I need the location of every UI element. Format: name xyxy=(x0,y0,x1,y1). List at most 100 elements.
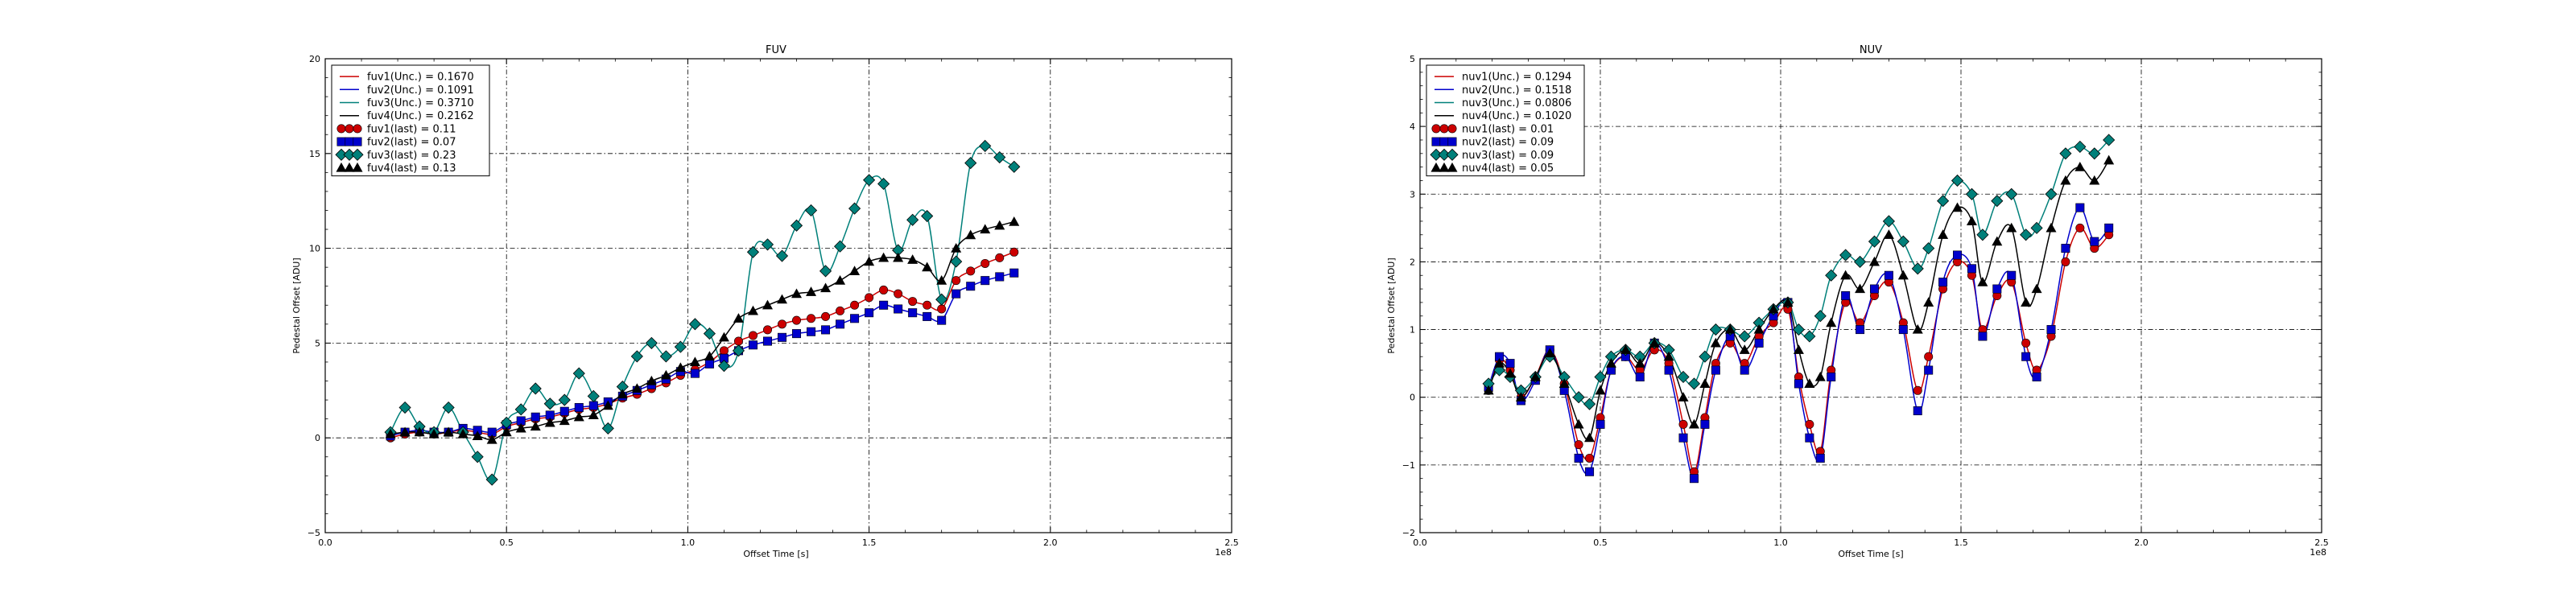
nuv2-data-point xyxy=(1574,453,1583,463)
nuv4-data-point xyxy=(1912,323,1923,334)
nuv-y-tick-label: 1 xyxy=(1410,325,1415,336)
nuv4-data-point xyxy=(2103,154,2115,165)
nuv2-data-point xyxy=(1869,284,1879,294)
fuv3-data-point xyxy=(863,174,876,187)
fuv1-data-point xyxy=(923,300,932,310)
nuv-x-axis-label: Offset Time [s] xyxy=(1838,549,1903,559)
fuv3-data-point xyxy=(964,157,977,170)
nuv3-data-point xyxy=(1738,330,1751,343)
nuv-legend-marker-swatch xyxy=(1431,137,1441,146)
nuv4-data-point xyxy=(2089,175,2100,185)
nuv1-data-point xyxy=(1924,352,1934,361)
nuv4-data-point xyxy=(1724,323,1736,334)
fuv-legend-marker-swatch xyxy=(352,162,363,172)
nuv2-data-point xyxy=(1635,372,1645,381)
fuv2-data-point xyxy=(850,314,860,323)
fuv1-data-point xyxy=(733,336,743,346)
fuv-legend-entry: fuv2(Unc.) = 0.1091 xyxy=(367,84,474,97)
fuv1-data-point xyxy=(865,293,874,303)
nuv4-data-point xyxy=(1634,358,1645,368)
nuv-legend-entry: nuv3(last) = 0.09 xyxy=(1462,150,1554,162)
nuv4-data-point xyxy=(1483,385,1494,395)
nuv3-data-point xyxy=(1937,195,1950,208)
nuv-legend-entry: nuv4(last) = 0.05 xyxy=(1462,163,1554,175)
nuv2-data-point xyxy=(1596,419,1605,429)
nuv2-data-point xyxy=(1884,270,1893,280)
nuv4-data-point xyxy=(1494,358,1505,368)
fuv4-data-point xyxy=(849,266,861,275)
nuv-legend-marker-swatch xyxy=(1439,124,1449,134)
nuv-legend-marker-swatch xyxy=(1439,137,1449,146)
fuv3-data-point xyxy=(703,327,716,340)
nuv2-data-point xyxy=(2032,372,2041,381)
fuv4-data-point xyxy=(820,282,832,293)
nuv4-data-point xyxy=(2021,297,2032,307)
fuv-legend-entry: fuv1(last) = 0.11 xyxy=(367,123,456,135)
fuv2-data-point xyxy=(865,308,874,318)
fuv2-data-point xyxy=(879,300,889,310)
fuv4-data-point xyxy=(704,351,715,360)
nuv3-data-point xyxy=(1572,391,1585,404)
nuv2-data-point xyxy=(1754,338,1764,348)
fuv3-data-point xyxy=(543,397,556,410)
fuv2-data-point xyxy=(980,276,990,286)
nuv2-data-point xyxy=(1856,325,1865,335)
fuv2-data-point xyxy=(574,403,584,413)
nuv2-data-point xyxy=(1794,379,1803,389)
fuv1-data-point xyxy=(937,304,947,314)
fuv2-data-point xyxy=(588,401,598,410)
nuv3-data-point xyxy=(2005,187,2018,200)
nuv4-data-point xyxy=(1923,297,1934,307)
nuv4-data-point xyxy=(1649,337,1660,348)
fuv4-data-point xyxy=(385,428,396,439)
nuv4-data-point xyxy=(1699,378,1711,388)
nuv4-data-point xyxy=(1605,358,1616,368)
nuv-title: NUV xyxy=(1860,44,1882,56)
fuv-legend-marker-swatch xyxy=(335,148,348,161)
fuv1-data-point xyxy=(748,331,758,340)
fuv-legend-marker-swatch xyxy=(353,124,362,134)
fuv1-data-point xyxy=(719,346,729,356)
fuv3-data-point xyxy=(529,382,542,395)
fuv4-data-point xyxy=(776,294,788,304)
fuv4-data-point xyxy=(501,426,512,437)
nuv4-data-point xyxy=(1883,229,1894,239)
nuv3-data-point xyxy=(1594,370,1607,384)
fuv3-data-point xyxy=(921,209,934,223)
fuv4-data-point xyxy=(573,411,584,422)
fuv3-data-point xyxy=(572,367,585,380)
nuv3-data-point xyxy=(2020,229,2033,241)
fuv4-data-point xyxy=(486,434,497,444)
nuv2-data-point xyxy=(1978,332,1988,341)
fuv3-data-point xyxy=(558,393,571,406)
nuv3-data-point xyxy=(2045,187,2058,200)
nuv4-data-point xyxy=(1840,270,1852,280)
fuv2-data-point xyxy=(559,406,569,416)
nuv2-data-point xyxy=(1967,264,1976,274)
nuv-y-tick-label: 3 xyxy=(1410,189,1415,200)
nuv-y-tick-label: −2 xyxy=(1402,528,1415,538)
nuv3-data-point xyxy=(1853,255,1867,268)
fuv-y-tick-label: 20 xyxy=(309,54,320,64)
fuv2-data-point xyxy=(690,369,700,378)
nuv3-data-point xyxy=(1839,249,1852,261)
fuv1-data-point xyxy=(908,297,918,307)
nuv2-data-point xyxy=(1678,433,1688,443)
nuv2-data-point xyxy=(1740,365,1749,375)
fuv-chart: FUV Offset Time [s] Pedestal Offset [ADU… xyxy=(291,44,1239,559)
nuv-axes-frame xyxy=(1419,58,2322,533)
fuv-legend-marker-swatch xyxy=(336,137,346,146)
fuv1-data-point xyxy=(966,266,976,276)
fuv3-data-point xyxy=(993,150,1006,164)
fuv3-data-point xyxy=(630,350,643,363)
nuv2-data-point xyxy=(1913,406,1922,416)
fuv-x-axis-label: Offset Time [s] xyxy=(743,549,808,559)
nuv-x-tick-label: 0.5 xyxy=(1593,537,1608,548)
nuv4-data-point xyxy=(1826,317,1837,327)
nuv4-data-point xyxy=(1782,297,1794,307)
fuv3-data-point xyxy=(601,422,614,434)
nuv4-data-point xyxy=(1544,348,1555,358)
nuv-y-tick-label: 4 xyxy=(1410,121,1415,132)
nuv3-data-point xyxy=(1951,174,1964,187)
nuv3-data-point xyxy=(1687,377,1701,390)
